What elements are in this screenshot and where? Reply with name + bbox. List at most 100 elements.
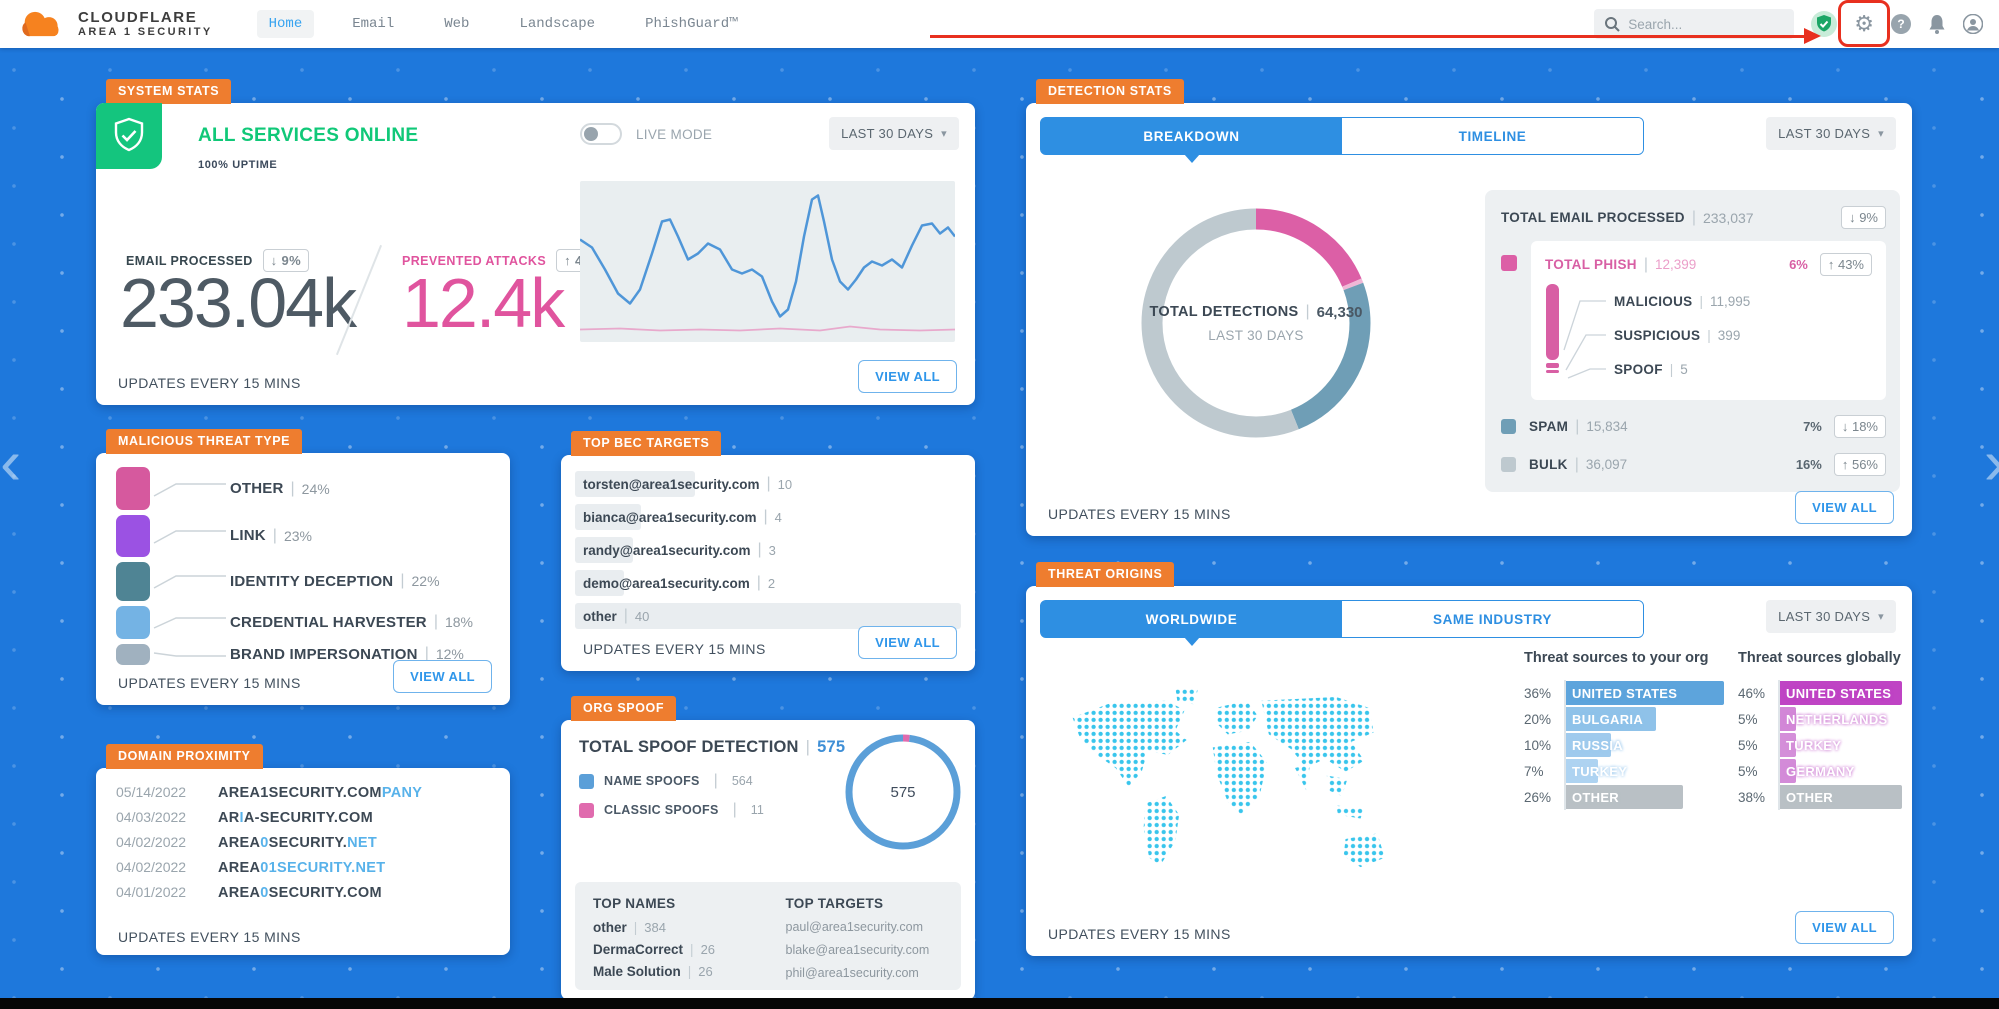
domain-date: 04/02/2022: [116, 834, 187, 850]
phish-color-chip: [1501, 255, 1517, 271]
view-all-button[interactable]: VIEW ALL: [393, 660, 492, 693]
top-name-count: 26: [698, 964, 713, 979]
live-mode-toggle[interactable]: [580, 123, 622, 145]
view-all-button[interactable]: VIEW ALL: [858, 360, 957, 393]
separator: [617, 607, 635, 625]
connector-lines: [1563, 300, 1606, 379]
email-processed-label-row: EMAIL PROCESSED ↓ 9%: [126, 249, 310, 272]
updates-caption: UPDATES EVERY 15 MINS: [1048, 506, 1231, 522]
date-range-dropdown[interactable]: LAST 30 DAYS ▾: [829, 117, 959, 150]
system-stats-card: SYSTEM STATS ALL SERVICES ONLINE 100% UP…: [96, 79, 975, 405]
threat-type-pct: 23%: [283, 527, 312, 544]
bec-target-bar: [575, 504, 642, 530]
table-title: Threat sources to your org: [1524, 650, 1709, 666]
spoof-donut-center-value: 575: [890, 783, 916, 801]
separator: [729, 801, 741, 819]
bec-target-row: other 40: [575, 603, 961, 629]
updates-caption: UPDATES EVERY 15 MINS: [1048, 926, 1231, 942]
total-email-label: TOTAL EMAIL PROCESSED: [1501, 210, 1685, 225]
domain-date: 04/02/2022: [116, 859, 187, 875]
date-range-value: LAST 30 DAYS: [1778, 609, 1871, 624]
axis-line: [1778, 680, 1780, 810]
date-range-dropdown[interactable]: LAST 30 DAYS ▾: [1766, 117, 1896, 150]
threat-type-color-chip: [116, 561, 150, 602]
nav-item-home[interactable]: Home: [256, 10, 315, 38]
nav-item-web[interactable]: Web: [432, 10, 481, 38]
separator: [757, 508, 775, 526]
bec-target-row: demo@area1security.com 2: [575, 570, 961, 596]
domain-row: 04/03/2022 ARIA-SECURITY.COM: [116, 809, 510, 826]
bulk-value: 36,097: [1585, 457, 1628, 472]
source-country: UNITED STATES: [1786, 685, 1892, 701]
settings-gear-icon[interactable]: ⚙: [1854, 11, 1874, 36]
card-tag: THREAT ORIGINS: [1036, 562, 1175, 587]
bec-target-email: other: [583, 608, 617, 624]
source-pct: 5%: [1738, 711, 1758, 727]
view-all-button[interactable]: VIEW ALL: [1795, 911, 1894, 944]
carousel-next-icon[interactable]: ›: [1984, 430, 1999, 494]
notifications-bell-icon[interactable]: [1928, 14, 1946, 34]
domain-text: AREA1SECURITY.COMPANY: [218, 785, 423, 801]
card-tag: DOMAIN PROXIMITY: [106, 744, 263, 769]
nav-item-landscape[interactable]: Landscape: [507, 10, 607, 38]
separator: [681, 964, 699, 979]
threat-source-row: 38% OTHER: [1738, 784, 1902, 810]
date-range-dropdown[interactable]: LAST 30 DAYS ▾: [1766, 600, 1896, 633]
spam-row: SPAM 15,834 7% ↓ 18%: [1501, 415, 1886, 438]
source-bar: UNITED STATES: [1566, 681, 1724, 705]
threat-origins-tabs: WORLDWIDE SAME INDUSTRY: [1040, 600, 1644, 646]
brand-name: CLOUDFLARE: [78, 8, 198, 26]
threat-source-row: 20% BULGARIA: [1524, 706, 1724, 732]
legend-count: 11: [750, 803, 764, 817]
tab-worldwide[interactable]: WORLDWIDE: [1041, 601, 1342, 646]
search-input[interactable]: [1628, 16, 1779, 32]
view-all-button[interactable]: VIEW ALL: [858, 626, 957, 659]
threat-source-row: 7% TURKEY: [1524, 758, 1724, 784]
user-account-icon[interactable]: [1963, 14, 1983, 34]
updates-caption: UPDATES EVERY 15 MINS: [118, 929, 301, 945]
help-icon[interactable]: ?: [1891, 14, 1911, 34]
phish-child-value: 399: [1717, 327, 1741, 343]
tab-same-industry[interactable]: SAME INDUSTRY: [1342, 601, 1643, 637]
detections-donut-chart: TOTAL DETECTIONS 64,330 LAST 30 DAYS: [1106, 173, 1406, 473]
bulk-label: BULK: [1529, 457, 1568, 472]
detection-breakdown-panel: TOTAL EMAIL PROCESSED 233,037 ↓ 9% TOTAL …: [1485, 190, 1900, 492]
source-bar: OTHER: [1566, 785, 1683, 809]
bulk-pct: 16%: [1795, 457, 1822, 472]
email-series-line: [579, 194, 956, 318]
nav-item-email[interactable]: Email: [340, 10, 406, 38]
tab-timeline[interactable]: TIMELINE: [1342, 118, 1643, 154]
top-name: DermaCorrect: [593, 942, 684, 957]
legend-color-chip: [579, 802, 594, 818]
services-online-shield-icon: [96, 103, 162, 169]
top-target-row: phil@area1security.com: [785, 966, 919, 980]
threat-type-label: LINK: [230, 527, 266, 545]
search-box[interactable]: [1594, 9, 1795, 39]
chevron-down-icon: ▾: [1878, 611, 1884, 623]
view-all-button[interactable]: VIEW ALL: [1795, 491, 1894, 524]
top-name-count: 384: [644, 920, 666, 935]
legend-label: NAME SPOOFS: [604, 774, 700, 788]
tab-breakdown[interactable]: BREAKDOWN: [1041, 118, 1342, 163]
threat-sources-global-table: Threat sources globally 46% UNITED STATES…: [1738, 650, 1902, 810]
org-spoof-title: TOTAL SPOOF DETECTION: [579, 738, 799, 756]
source-pct: 5%: [1738, 737, 1758, 753]
donut-center-label: TOTAL DETECTIONS: [1149, 304, 1299, 320]
source-bar: TURKEY: [1780, 733, 1841, 757]
source-country: OTHER: [1572, 789, 1619, 805]
annotation-arrow: [930, 28, 1821, 44]
carousel-prev-icon[interactable]: ‹: [0, 426, 22, 498]
legend-item: NAME SPOOFS 564: [579, 772, 764, 790]
cloudflare-logo[interactable]: CLOUDFLARE AREA 1 SECURITY: [16, 7, 213, 41]
domain-date: 04/01/2022: [116, 884, 187, 900]
source-bar: BULGARIA: [1566, 707, 1656, 731]
separator: [393, 572, 411, 590]
spoof-detail-panel: TOP NAMES other 384 DermaCorrect 26 Male S…: [575, 882, 961, 990]
separator: [427, 613, 445, 631]
nav-item-phishguard[interactable]: PhishGuard™: [633, 10, 749, 38]
threat-source-row: 5% TURKEY: [1738, 732, 1902, 758]
bec-target-email: demo@area1security.com: [583, 575, 750, 591]
donut-center-value: 64,330: [1316, 303, 1363, 321]
threat-type-pct: 22%: [411, 573, 440, 590]
domain-text: ARIA-SECURITY.COM: [218, 810, 373, 826]
